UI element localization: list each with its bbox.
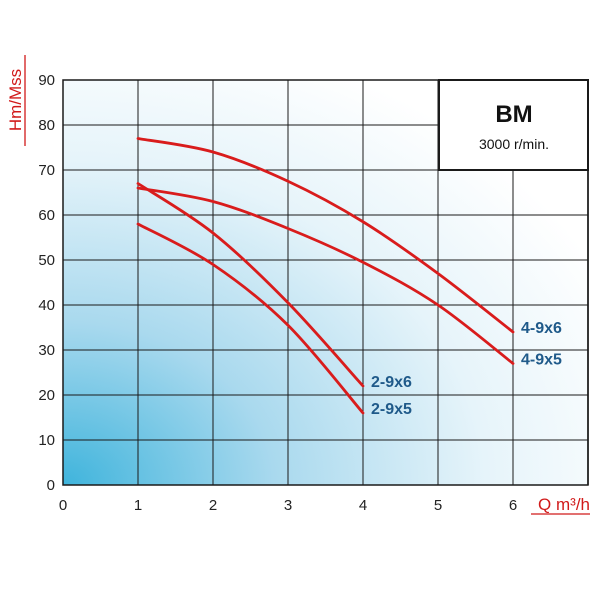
y-tick-label: 20 [38,387,55,404]
x-tick-label: 3 [284,497,292,514]
x-tick-label: 0 [59,497,67,514]
x-axis-title: Q m³/h [538,495,590,514]
x-tick-label: 5 [434,497,442,514]
x-tick-label: 4 [359,497,367,514]
y-tick-labels: 0 10 20 30 40 50 60 70 80 90 [38,72,55,494]
curve-4-9x6 [136,137,515,334]
curve-label-4-9x5: 4-9x5 [521,352,562,369]
y-tick-label: 80 [38,117,55,134]
plot-border [62,79,589,486]
curve-2-9x6 [136,182,365,388]
y-tick-label: 90 [38,72,55,89]
chart-subtitle: 3000 r/min. [479,136,549,152]
curve-label-4-9x6: 4-9x6 [521,320,562,337]
y-tick-label: 60 [38,207,55,224]
title-box: BM 3000 r/min. [438,79,589,171]
y-tick-label: 50 [38,252,55,269]
y-tick-label: 30 [38,342,55,359]
curve-label-2-9x6: 2-9x6 [371,374,412,391]
curve-2-9x5 [136,222,365,415]
y-tick-label: 40 [38,297,55,314]
y-tick-label: 10 [38,432,55,449]
curve-4-9x5 [136,186,515,365]
pump-curves: 4-9x6 4-9x5 2-9x6 2-9x5 [136,137,562,418]
x-tick-labels: 0 1 2 3 4 5 6 [59,497,517,514]
x-tick-label: 1 [134,497,142,514]
curve-label-2-9x5: 2-9x5 [371,401,412,418]
x-tick-label: 6 [509,497,517,514]
y-tick-label: 0 [47,477,55,494]
chart-title: BM [495,101,532,128]
title-box-frame [438,79,589,171]
x-tick-label: 2 [209,497,217,514]
y-axis-title: Hm/Mss [6,69,25,131]
y-tick-label: 70 [38,162,55,179]
